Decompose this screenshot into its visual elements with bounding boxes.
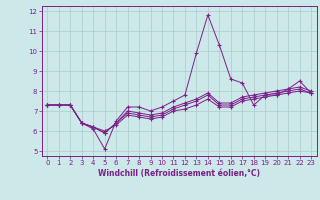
X-axis label: Windchill (Refroidissement éolien,°C): Windchill (Refroidissement éolien,°C): [98, 169, 260, 178]
